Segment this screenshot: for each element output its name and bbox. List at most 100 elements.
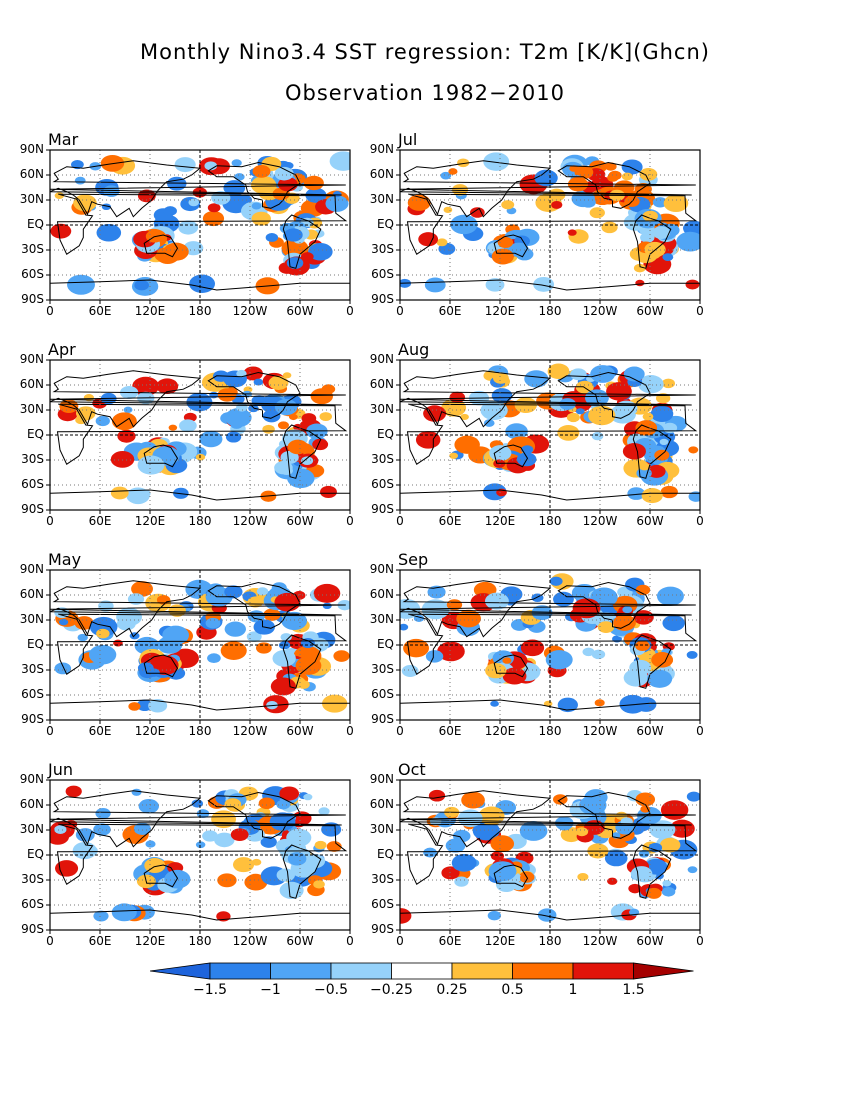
lon-tick-label: 180 — [538, 934, 562, 948]
anomaly-shading — [136, 699, 153, 712]
chart-title: Monthly Nino3.4 SST regression: T2m [K/K… — [140, 40, 710, 64]
lon-tick-label: 180 — [188, 724, 212, 738]
anomaly-shading — [282, 372, 292, 379]
anomaly-shading — [501, 200, 515, 210]
lat-tick-label: 30N — [369, 822, 394, 836]
anomaly-shading — [445, 838, 466, 853]
colorbar-bar — [149, 962, 694, 980]
anomaly-shading — [633, 610, 654, 625]
anomaly-shading — [457, 158, 470, 168]
lon-tick-label: 60W — [286, 514, 314, 528]
lat-tick-label: EQ — [376, 217, 394, 231]
anomaly-shading — [279, 881, 304, 899]
anomaly-shading — [423, 847, 437, 858]
anomaly-shading — [648, 842, 663, 853]
anomaly-shading — [174, 157, 196, 173]
anomaly-shading — [480, 400, 508, 421]
lon-tick-label: 120W — [582, 304, 618, 318]
anomaly-shading — [630, 866, 653, 882]
anomaly-shading — [138, 798, 159, 814]
lon-tick-label: 0 — [346, 724, 354, 738]
anomaly-shading — [601, 221, 618, 234]
anomaly-shading — [260, 836, 277, 848]
lat-tick-label: 60N — [19, 797, 44, 811]
coastline — [493, 234, 529, 258]
anomaly-shading — [284, 228, 303, 242]
anomaly-shading — [570, 368, 587, 381]
anomaly-shading — [73, 194, 97, 212]
anomaly-shading — [274, 398, 298, 416]
lon-tick-label: 180 — [188, 934, 212, 948]
anomaly-shading — [207, 203, 221, 213]
anomaly-shading — [236, 369, 247, 378]
anomaly-shading — [591, 649, 606, 660]
anomaly-shading — [93, 910, 109, 922]
anomaly-shading — [460, 413, 469, 421]
anomaly-shading — [162, 625, 189, 645]
anomaly-shading — [635, 792, 656, 807]
lat-tick-label: 90N — [19, 352, 44, 366]
lat-tick-label: 60S — [371, 477, 394, 491]
anomaly-shading — [659, 438, 669, 446]
panel-month-label: Sep — [398, 550, 429, 569]
anomaly-shading — [148, 698, 168, 713]
lon-tick-label: 0 — [696, 514, 704, 528]
lon-tick-label: 120W — [582, 724, 618, 738]
anomaly-shading — [443, 206, 453, 213]
anomaly-shading — [533, 276, 555, 292]
anomaly-shading — [310, 388, 333, 405]
anomaly-shading — [571, 190, 595, 208]
coastline — [282, 634, 322, 689]
lon-tick-label: 0 — [46, 304, 54, 318]
lat-tick-label: 90S — [371, 502, 394, 516]
anomaly-shading — [139, 666, 156, 679]
anomaly-shading — [676, 231, 700, 252]
colorbar-label: −1.5 — [193, 982, 227, 998]
anomaly-shading — [77, 633, 88, 642]
lon-tick-label: 60E — [88, 514, 112, 528]
anomaly-shading — [647, 464, 666, 478]
lat-tick-label: 30S — [21, 242, 44, 256]
anomaly-shading — [566, 412, 580, 423]
anomaly-shading — [301, 456, 314, 466]
coastline — [56, 823, 348, 885]
lon-tick-label: 180 — [538, 514, 562, 528]
coastline — [406, 823, 698, 885]
coastline — [282, 424, 322, 479]
anomaly-shading — [67, 274, 95, 295]
anomaly-shading — [272, 650, 296, 667]
coastline — [632, 634, 672, 689]
coastline — [50, 699, 350, 720]
anomaly-shading — [662, 253, 674, 261]
lon-tick-label: 0 — [46, 514, 54, 528]
colorbar-segment — [391, 962, 453, 980]
anomaly-shading — [582, 647, 595, 657]
anomaly-shading — [607, 877, 618, 885]
anomaly-shading — [627, 487, 646, 500]
anomaly-shading — [638, 849, 650, 858]
lat-tick-label: 60N — [369, 797, 394, 811]
lat-tick-label: EQ — [376, 637, 394, 651]
lon-tick-label: 60W — [636, 934, 664, 948]
anomaly-shading — [472, 821, 500, 841]
coastline — [50, 790, 346, 848]
anomaly-shading — [613, 614, 636, 631]
anomaly-shading — [484, 592, 509, 610]
anomaly-shading — [95, 808, 111, 819]
colorbar-label: 1.5 — [622, 982, 645, 998]
lat-tick-label: 60S — [21, 267, 44, 281]
coastline — [400, 279, 700, 300]
anomaly-shading — [145, 840, 156, 848]
lon-tick-label: 0 — [396, 514, 404, 528]
anomaly-shading — [660, 485, 678, 499]
anomaly-shading — [127, 593, 145, 605]
anomaly-shading — [547, 363, 570, 380]
lon-tick-label: 60E — [438, 934, 462, 948]
anomaly-shading — [436, 238, 448, 247]
anomaly-shading — [623, 366, 645, 382]
coastline — [143, 444, 179, 468]
lon-tick-label: 0 — [696, 724, 704, 738]
anomaly-shading — [400, 908, 412, 924]
anomaly-shading — [224, 798, 242, 811]
lat-tick-label: 90N — [369, 142, 394, 156]
